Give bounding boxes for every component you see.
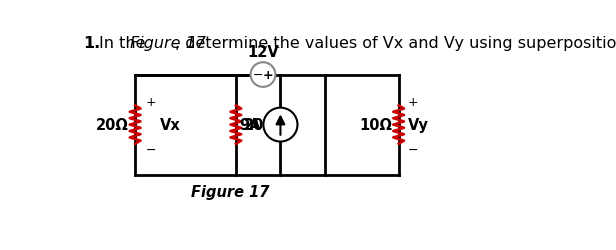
Circle shape (264, 108, 298, 142)
Text: , determine the values of Vx and Vy using superposition theorem.: , determine the values of Vx and Vy usin… (175, 36, 616, 51)
Text: 1.: 1. (83, 36, 100, 51)
Text: Figure 17: Figure 17 (130, 36, 206, 51)
Text: Vx: Vx (160, 118, 180, 132)
Text: +: + (146, 96, 156, 108)
Text: Figure 17: Figure 17 (191, 184, 269, 199)
Text: −: − (253, 69, 264, 82)
Text: +: + (408, 96, 418, 108)
Text: 20Ω: 20Ω (96, 118, 129, 132)
Text: Vy: Vy (408, 118, 429, 132)
Text: 20Ω: 20Ω (243, 118, 277, 132)
Text: −: − (408, 143, 418, 156)
Text: 10Ω: 10Ω (360, 118, 392, 132)
Text: +: + (262, 69, 273, 82)
Text: 12V: 12V (247, 45, 279, 60)
Circle shape (251, 63, 275, 88)
Text: −: − (146, 143, 156, 156)
Text: In the: In the (99, 36, 150, 51)
Text: 9A: 9A (239, 118, 261, 132)
